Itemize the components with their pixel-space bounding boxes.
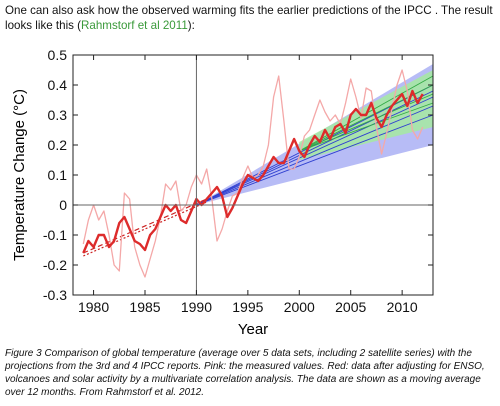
x-tick-label: 1990 <box>181 299 212 315</box>
adjusted-series-line <box>82 89 424 254</box>
trend-lines <box>83 198 207 257</box>
x-tick-label: 2005 <box>335 299 366 315</box>
y-tick-label: -0.2 <box>43 257 67 273</box>
rahmstorf-2011-link[interactable]: Rahmstorf et al 2011 <box>81 19 188 32</box>
y-tick-label: 0 <box>59 197 67 213</box>
axes: -0.3 -0.2 -0.1 0 0.1 0.2 0.3 0.4 0.5 1980 1985 1990… <box>43 47 434 315</box>
x-tick-label: 1995 <box>232 299 263 315</box>
x-axis-label: Year <box>238 321 268 338</box>
trend-line-2 <box>83 201 207 257</box>
x-tick-label: 1985 <box>129 299 160 315</box>
trend-line-1 <box>83 198 207 254</box>
figure-caption: Figure 3 Comparison of global temperatur… <box>5 348 485 398</box>
y-tick-label: 0.2 <box>48 137 68 153</box>
intro-text-after: ): <box>187 19 195 32</box>
x-tick-label: 2010 <box>387 299 418 315</box>
projection-line-4 <box>196 90 434 206</box>
y-axis-label: Temperature Change (°C) <box>11 89 28 261</box>
x-tick-label: 1980 <box>78 299 109 315</box>
projection-line-3 <box>196 96 434 206</box>
projection-line-1 <box>196 114 434 206</box>
intro-paragraph: One can also ask how the observed warmin… <box>5 3 495 33</box>
intro-text-before: One can also ask how the observed warmin… <box>5 4 493 32</box>
projection-line-7 <box>299 93 434 152</box>
y-tick-label: -0.3 <box>43 287 67 303</box>
projection-line-2 <box>196 105 434 206</box>
y-tick-label: 0.5 <box>48 47 68 63</box>
data-series <box>82 69 424 278</box>
x-tick-label: 2000 <box>284 299 315 315</box>
projection-line-6 <box>299 102 434 152</box>
y-tick-label: 0.1 <box>48 167 68 183</box>
y-tick-label: 0.4 <box>48 77 68 93</box>
y-tick-label: -0.1 <box>43 227 67 243</box>
temperature-chart: -0.3 -0.2 -0.1 0 0.1 0.2 0.3 0.4 0.5 1980 1985 1990… <box>11 47 434 338</box>
y-tick-label: 0.3 <box>48 107 68 123</box>
